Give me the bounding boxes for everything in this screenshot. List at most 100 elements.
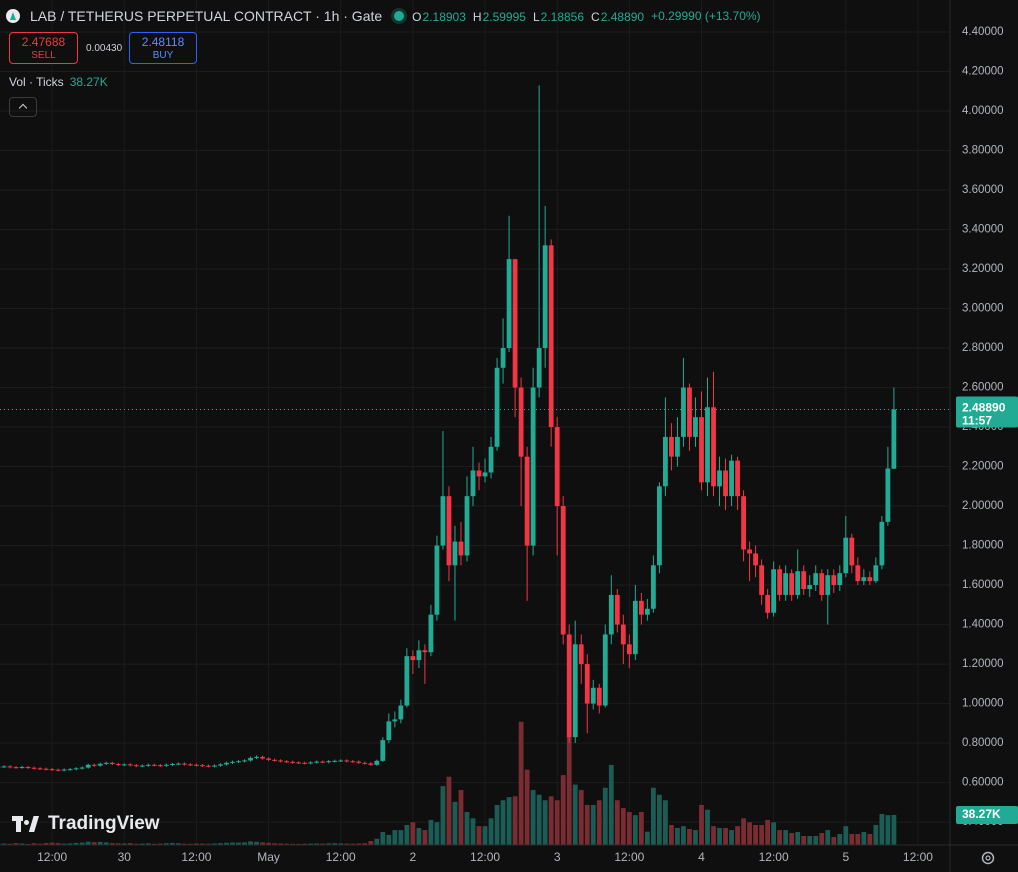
x-tick-label: 12:00 xyxy=(759,850,789,864)
volume-bar xyxy=(49,842,55,845)
candle-body xyxy=(771,569,777,613)
candle-body xyxy=(37,768,43,770)
buy-button[interactable]: 2.48118 BUY xyxy=(129,32,197,64)
candle-body xyxy=(452,541,458,566)
volume-bar xyxy=(500,800,506,845)
candle-body xyxy=(663,436,668,487)
candle-body xyxy=(867,577,873,582)
volume-bar xyxy=(644,831,650,845)
candle-body xyxy=(55,769,61,771)
volume-bar xyxy=(542,800,548,845)
volume-bar xyxy=(326,843,332,845)
buy-label: BUY xyxy=(152,50,174,61)
candle-body xyxy=(614,594,620,625)
candle-body xyxy=(188,764,193,766)
candle-body xyxy=(735,460,740,497)
symbol-title[interactable]: LAB / TETHERUS PERPETUAL CONTRACT · 1h ·… xyxy=(30,8,383,24)
volume-bar xyxy=(374,838,380,845)
candle-body xyxy=(530,387,536,546)
indicator-value: 38.27K xyxy=(69,75,108,89)
volume-bar xyxy=(302,843,308,845)
volume-bar xyxy=(488,818,494,845)
candle-body xyxy=(747,549,752,554)
candle-body xyxy=(73,768,79,770)
volume-bar xyxy=(699,804,704,845)
candle-body xyxy=(849,537,855,566)
y-tick-label: 1.00000 xyxy=(962,698,1004,710)
candle-body xyxy=(656,486,662,566)
y-tick-label: 3.20000 xyxy=(962,263,1004,275)
collapse-button[interactable] xyxy=(9,97,37,117)
candle-body xyxy=(260,756,265,759)
volume-bar xyxy=(560,775,566,845)
volume-bar xyxy=(693,830,698,845)
candle-body xyxy=(103,762,109,764)
volume-bar xyxy=(771,822,777,845)
candle-body xyxy=(446,496,452,566)
volume-bar xyxy=(73,842,79,845)
candle-body xyxy=(332,760,338,762)
candle-body xyxy=(13,767,19,769)
volume-bar xyxy=(650,787,656,845)
candle-body xyxy=(242,760,247,762)
candle-body xyxy=(873,565,879,582)
volume-bar xyxy=(638,812,644,845)
volume-bar xyxy=(266,842,271,845)
volume-bar xyxy=(741,818,746,845)
volume-bar xyxy=(254,841,259,845)
candle-body xyxy=(206,765,211,767)
x-tick-label: 12:00 xyxy=(614,850,644,864)
volume-bar xyxy=(819,832,825,845)
candle-body xyxy=(308,762,314,764)
indicator-name[interactable]: Vol · Ticks xyxy=(9,75,64,89)
candle-body xyxy=(861,577,867,582)
volume-bar xyxy=(687,828,692,845)
candle-body xyxy=(650,565,656,609)
settings-icon[interactable] xyxy=(981,851,995,865)
candle-body xyxy=(236,761,241,763)
volume-bar xyxy=(151,843,157,845)
volume-bar xyxy=(494,804,500,845)
volume-bar xyxy=(85,841,91,845)
volume-bar xyxy=(747,822,752,845)
watermark: TradingView xyxy=(12,812,160,836)
volume-bar xyxy=(566,735,572,845)
candle-body xyxy=(163,764,169,766)
candle-body xyxy=(717,470,722,487)
volume-bar xyxy=(831,836,837,845)
y-tick-label: 1.60000 xyxy=(962,579,1004,591)
candle-body xyxy=(891,409,897,469)
volume-bar xyxy=(248,841,253,845)
volume-bar xyxy=(31,843,37,845)
candle-body xyxy=(386,721,392,741)
volume-bar xyxy=(1,843,7,845)
volume-bar xyxy=(656,794,662,845)
candle-body xyxy=(548,245,554,428)
y-tick-label: 0.80000 xyxy=(962,737,1004,749)
volume-bar xyxy=(434,822,440,845)
volume-bar xyxy=(416,827,422,845)
y-tick-label: 0.60000 xyxy=(962,777,1004,789)
candle-body xyxy=(428,614,434,653)
candle-body xyxy=(422,650,428,653)
candle-body xyxy=(885,468,891,522)
candle-body xyxy=(278,760,284,762)
candle-body xyxy=(266,758,271,760)
x-tick-label: 12:00 xyxy=(903,850,933,864)
sell-button[interactable]: 2.47688 SELL xyxy=(9,32,78,64)
volume-bar xyxy=(25,843,31,845)
candle-body xyxy=(248,757,253,761)
candle-body xyxy=(608,594,614,635)
ohlc-values: O2.18903 H2.59995 L2.18856 C2.48890 xyxy=(412,8,651,24)
candle-body xyxy=(620,624,626,645)
volume-bar xyxy=(717,827,722,845)
gear-center xyxy=(985,855,991,861)
volume-bar xyxy=(524,769,530,845)
candle-body xyxy=(482,472,488,477)
volume-bar xyxy=(681,826,686,845)
candle-body xyxy=(699,417,704,483)
gear[interactable] xyxy=(981,851,995,865)
candle-body xyxy=(224,762,229,765)
volume-bar xyxy=(795,831,801,845)
